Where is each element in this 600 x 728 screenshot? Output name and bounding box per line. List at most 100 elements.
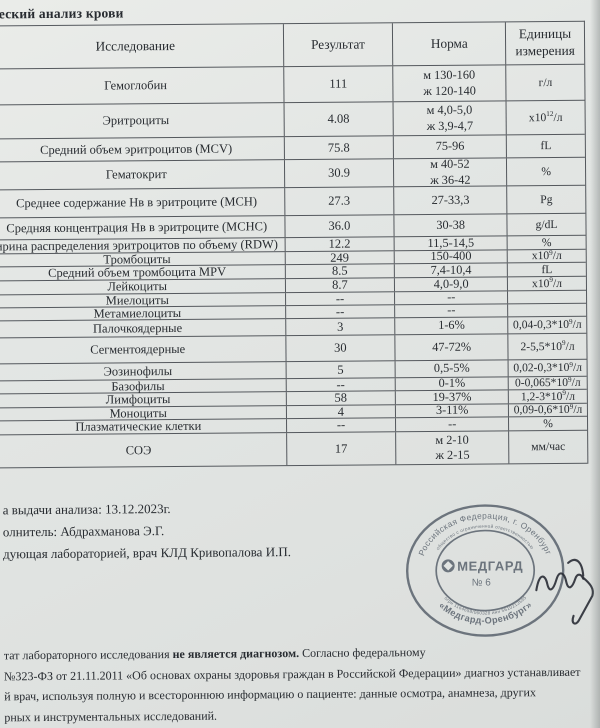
stamp-logo-diamond-icon bbox=[441, 559, 455, 573]
issue-date-line: а выдачи анализа: 13.12.2023г. bbox=[2, 501, 171, 518]
units-cell: 0,04-0,3*10 9/л bbox=[507, 316, 587, 334]
norm-cell: м 4,0-5,0 ж 3,9-4,7 bbox=[392, 101, 506, 136]
norm-cell: м 130-160 ж 120-140 bbox=[392, 65, 506, 102]
stamp-center-name: МЕДГАРД bbox=[457, 558, 523, 574]
doctor-signature bbox=[535, 558, 594, 625]
disclaimer-line-4: рных и инструментальных исследований. bbox=[4, 708, 218, 724]
svg-text:Российская Федерация, г. Оренб: Российская Федерация, г. Оренбург bbox=[416, 510, 554, 557]
units-cell: 1,2-3*10 9/л bbox=[507, 389, 587, 404]
test-name-cell: Моноциты bbox=[109, 405, 167, 421]
result-cell: 8.7 bbox=[284, 278, 395, 293]
executor-line: олнитель: Абдрахманова Э.Г. bbox=[2, 523, 165, 540]
norm-cell: 27-33,3 bbox=[393, 186, 507, 215]
test-name-cell: Метамиелоциты bbox=[93, 305, 182, 321]
result-cell: 17 bbox=[285, 432, 396, 466]
test-name-cell: Лимфоциты bbox=[105, 392, 171, 407]
column-header-test: Исследование bbox=[95, 37, 176, 54]
test-name-cell: Сегментоядерные bbox=[90, 342, 186, 357]
result-cell: 4 bbox=[285, 404, 396, 418]
report-title: еский анализ крови bbox=[0, 5, 124, 22]
norm-cell: -- bbox=[395, 417, 509, 432]
units-cell bbox=[507, 290, 587, 304]
result-cell: 12.2 bbox=[284, 237, 394, 252]
result-cell: 8.5 bbox=[284, 264, 395, 279]
units-cell: г/л bbox=[505, 64, 585, 101]
result-cell: 30.9 bbox=[283, 159, 394, 188]
test-name-cell: Средний объем эритроцитов (MCV) bbox=[40, 141, 233, 157]
result-cell: 27.3 bbox=[283, 187, 394, 216]
results-table-body: Гемоглобин 111 м 130-160 ж 120-140 г/л Эритро… bbox=[0, 64, 588, 469]
stamp-center-number: № 6 bbox=[472, 578, 492, 589]
test-name-cell: Тромбоциты bbox=[103, 251, 171, 267]
test-name-cell: Гематокрит bbox=[105, 167, 167, 182]
test-name-cell: Плазматические клетки bbox=[75, 418, 202, 434]
table-row: СОЭ 17 м 2-10 ж 2-15 мм/час bbox=[0, 430, 588, 469]
norm-cell: 0-1% bbox=[394, 376, 508, 391]
norm-cell: -- bbox=[394, 303, 508, 318]
norm-cell: м 2-10 ж 2-15 bbox=[395, 431, 509, 465]
units-cell: х10 12/л bbox=[505, 100, 585, 135]
result-cell: -- bbox=[284, 304, 395, 318]
norm-cell: 47-72% bbox=[394, 334, 508, 361]
clinic-round-stamp-icon: Российская Федерация, г. Оренбург общест… bbox=[406, 504, 565, 637]
units-cell: 0,02-0,3*10 9/л bbox=[507, 359, 587, 377]
result-cell: 3 bbox=[284, 318, 395, 336]
result-cell: 36.0 bbox=[283, 215, 394, 238]
units-cell: % bbox=[506, 157, 586, 186]
norm-cell: 7,4-10,4 bbox=[394, 262, 508, 278]
test-name-cell: СОЭ bbox=[125, 442, 152, 457]
stamp-arc-top-text: Российская Федерация, г. Оренбург bbox=[416, 510, 554, 557]
test-name-cell: Лейкоциты bbox=[107, 279, 168, 294]
result-cell: -- bbox=[284, 291, 395, 305]
table-header-row: Исследование Результат Норма Единицы изм… bbox=[0, 21, 585, 70]
test-name-cell: Палочкоядерные bbox=[92, 320, 183, 336]
test-name-cell: Гемоглобин bbox=[104, 78, 168, 93]
norm-cell: 30-38 bbox=[393, 214, 507, 237]
norm-cell: м 40-52 ж 36-42 bbox=[393, 157, 507, 186]
units-cell: % bbox=[508, 417, 588, 431]
test-name-cell: Эритроциты bbox=[102, 113, 170, 128]
units-cell: 0-0,065*10 9/л bbox=[507, 376, 587, 389]
column-header-norm: Норма bbox=[392, 22, 506, 66]
disclaimer-line-1-bold: не является диагнозом. bbox=[172, 646, 300, 662]
test-name-cell: Средний объем тромбоцита MPV bbox=[48, 264, 227, 281]
units-cell: fL bbox=[506, 263, 586, 277]
test-name-cell: Эозинофилы bbox=[103, 363, 173, 379]
norm-cell: 1-6% bbox=[394, 317, 508, 335]
units-cell: 2-5,5*10 9/л bbox=[507, 333, 587, 360]
norm-cell: 75-96 bbox=[393, 135, 507, 159]
result-cell: 4.08 bbox=[283, 102, 394, 137]
units-cell bbox=[507, 303, 587, 317]
units-cell: х10 9/л bbox=[507, 276, 586, 291]
column-header-units: Единицы измерения bbox=[505, 21, 585, 65]
units-cell: g/dL bbox=[506, 213, 586, 236]
test-name-cell: ирина распределения эритроцитов по объем… bbox=[0, 237, 278, 254]
units-cell: 0,09-0,6*10 9/л bbox=[508, 403, 587, 416]
result-cell: 249 bbox=[284, 250, 395, 264]
disclaimer-paragraph: тат лабораторного исследования не являет… bbox=[4, 641, 600, 728]
result-cell: 75.8 bbox=[283, 136, 394, 160]
result-cell: 111 bbox=[282, 66, 393, 103]
test-name-cell: Среднее содержание Нв в эритроците (МСН) bbox=[16, 194, 258, 211]
units-cell: fL bbox=[505, 134, 585, 158]
table-row: Эритроциты 4.08 м 4,0-5,0 ж 3,9-4,7 х10 12/л bbox=[0, 100, 585, 140]
disclaimer-line-1-post: Согласно федеральному bbox=[299, 645, 426, 661]
result-cell: -- bbox=[285, 418, 396, 433]
lab-head-line: дующая лабораторией, врач КЛД Кривопалов… bbox=[2, 544, 291, 562]
disclaimer-line-1-pre: тат лабораторного исследования bbox=[3, 647, 173, 663]
norm-cell: 3-11% bbox=[395, 403, 509, 417]
result-cell: -- bbox=[285, 377, 396, 391]
result-cell: 58 bbox=[285, 391, 396, 406]
blood-test-table: Исследование Результат Норма Единицы изм… bbox=[0, 20, 589, 469]
column-header-result: Результат bbox=[282, 23, 393, 67]
units-cell: х10 9/л bbox=[506, 249, 586, 263]
units-cell: Pg bbox=[506, 185, 586, 214]
norm-cell: 0,5-5% bbox=[394, 360, 508, 378]
test-name-cell: Средняя концентрация Нв в эритроците (МС… bbox=[6, 219, 268, 236]
test-name-cell: Базофилы bbox=[111, 378, 165, 394]
result-cell: 5 bbox=[285, 361, 395, 379]
units-cell: % bbox=[506, 236, 586, 250]
units-cell: мм/час bbox=[508, 430, 588, 464]
